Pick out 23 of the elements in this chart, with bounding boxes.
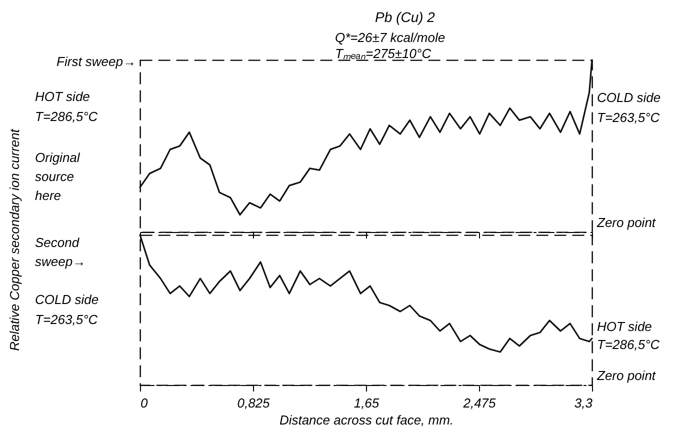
chart-title: Pb (Cu) 2 [375,9,436,25]
text: HOT side [35,89,90,104]
text: HOT side [597,319,652,334]
text: T=263,5°C [597,110,660,125]
text: T=286,5°C [597,337,660,352]
text: First sweep→ [56,54,136,69]
x-tick-label: 3,3 [574,396,594,410]
text: COLD side [597,90,661,105]
text: Q*=26±7 kcal/mole [335,30,446,45]
annotation: Tₘₑₐₙ=275±10°C [335,46,432,61]
x-tick-label: 2,475 [462,396,497,410]
x-tick-label: 0 [140,396,148,410]
text: Original source here [35,150,81,203]
x-axis-title: Distance across cut face, mm. [279,412,454,428]
y-axis-title: Relative Copper secondary ion current [7,128,22,351]
x-tick-label: 0,825 [237,396,271,410]
text: T=286,5°C [35,109,98,124]
x-tick-label: 1,65 [354,396,380,410]
text: Second sweep→ [35,235,86,269]
text: COLD side [35,292,99,307]
text: Zero point [596,215,657,230]
text: Zero point [596,368,657,383]
text: T=263,5°C [35,312,98,327]
